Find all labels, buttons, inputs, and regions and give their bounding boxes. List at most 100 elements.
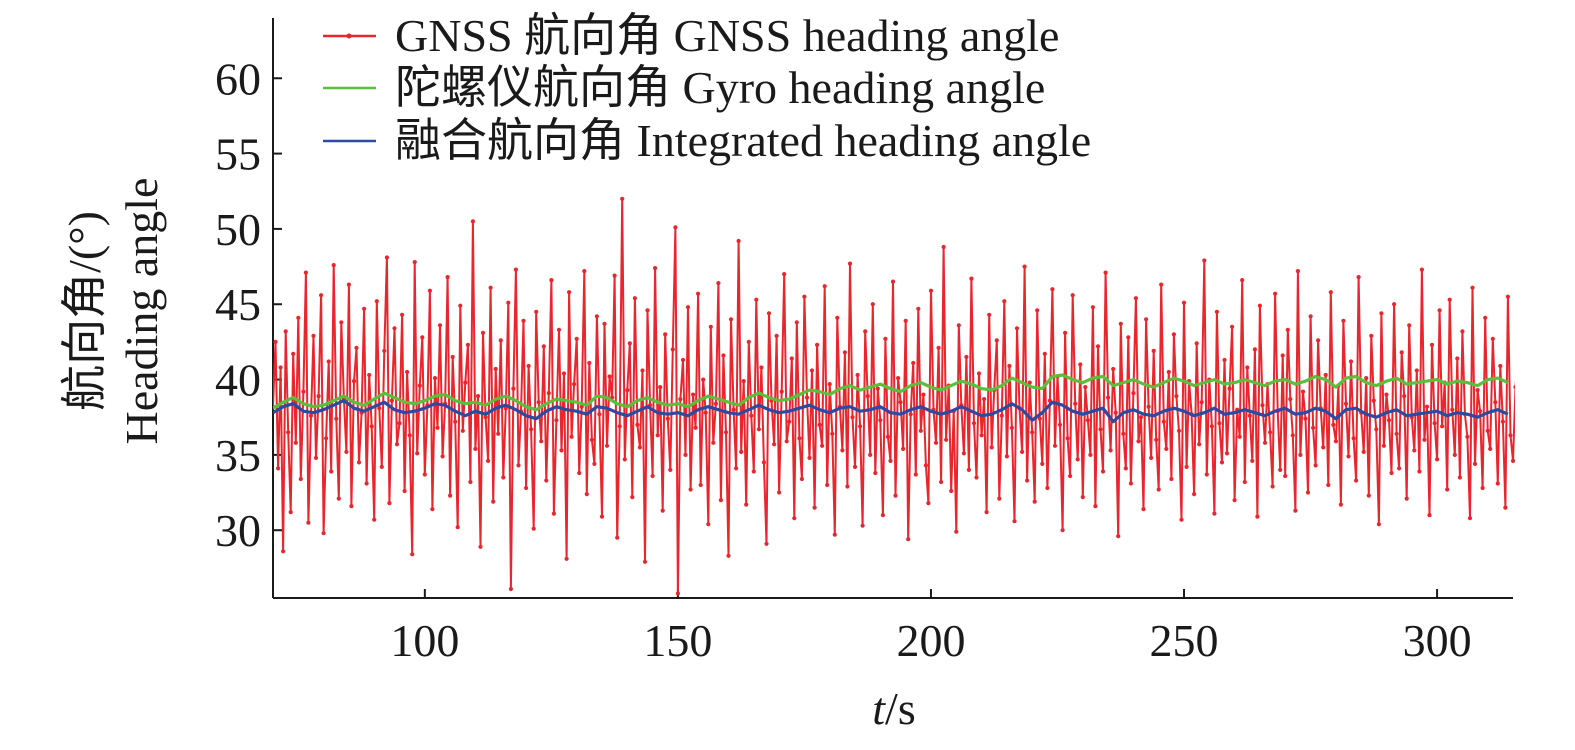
data-point: [351, 379, 357, 384]
data-point: [455, 525, 460, 530]
data-point: [976, 371, 982, 376]
data-point: [1025, 478, 1030, 483]
data-point: [1052, 443, 1058, 448]
data-point: [389, 398, 394, 403]
data-point: [1273, 291, 1278, 296]
data-point: [1452, 452, 1457, 457]
data-point: [313, 455, 319, 460]
data-point: [1424, 404, 1430, 409]
data-point: [1113, 410, 1118, 415]
data-point: [764, 541, 769, 546]
data-point: [822, 284, 827, 289]
data-point: [898, 400, 903, 405]
data-point: [1534, 417, 1538, 421]
data-point: [1133, 296, 1138, 301]
data-point: [531, 526, 536, 531]
data-point: [911, 360, 916, 366]
data-point: [1280, 353, 1285, 358]
data-point: [594, 314, 600, 319]
data-point: [496, 431, 501, 436]
data-point: [1083, 385, 1088, 390]
data-point: [602, 321, 607, 326]
data-point: [1328, 290, 1333, 295]
data-point: [749, 413, 754, 418]
data-point: [1488, 446, 1493, 451]
data-point: [916, 306, 921, 311]
x-tick-label: 150: [643, 615, 712, 666]
data-point: [1457, 475, 1462, 480]
data-point: [344, 449, 349, 454]
data-point: [1227, 386, 1232, 391]
data-point: [604, 443, 610, 448]
data-point: [1230, 324, 1235, 329]
data-point: [728, 317, 734, 322]
data-point: [777, 490, 782, 495]
data-point: [865, 394, 870, 399]
data-point: [954, 529, 959, 534]
legend-item-gyro: 陀螺仪航向角 Gyro heading angle: [323, 62, 1045, 113]
data-point: [1138, 415, 1144, 420]
data-point: [713, 401, 719, 406]
data-point: [1146, 404, 1151, 409]
data-point: [703, 410, 708, 415]
data-point: [561, 371, 567, 376]
data-point: [367, 372, 372, 378]
data-point: [772, 442, 777, 447]
data-point: [1531, 374, 1535, 378]
data-point: [1250, 458, 1255, 463]
data-point: [569, 434, 574, 439]
data-point: [1088, 452, 1093, 457]
x-axis-title-unit: /s: [885, 683, 916, 734]
data-point: [1123, 466, 1128, 471]
data-point: [286, 430, 291, 435]
data-point: [554, 418, 559, 423]
data-point: [1341, 318, 1346, 323]
data-point: [1204, 472, 1209, 477]
data-point: [640, 368, 645, 373]
data-point: [1136, 439, 1141, 444]
data-point: [1440, 424, 1445, 429]
legend-marker-gnss: [346, 33, 352, 39]
data-point: [1546, 495, 1550, 499]
data-point: [1161, 419, 1166, 424]
data-point: [1379, 311, 1384, 316]
data-point: [491, 499, 496, 504]
data-point: [832, 532, 837, 537]
data-point: [1417, 469, 1422, 474]
data-point: [420, 335, 425, 340]
data-point: [860, 523, 865, 528]
data-point: [850, 415, 855, 420]
tick-labels: 30 35 40 45 50 55 60 100 150 200 250 300: [215, 53, 1472, 666]
data-point: [1311, 425, 1316, 430]
data-point: [1422, 437, 1427, 442]
data-point: [756, 427, 762, 432]
data-point: [1392, 302, 1397, 307]
data-point: [1285, 327, 1290, 332]
data-point: [1126, 335, 1131, 340]
data-point: [1007, 363, 1012, 369]
data-point: [488, 285, 493, 290]
data-point: [1252, 347, 1257, 352]
data-point: [802, 294, 807, 299]
data-point: [1217, 421, 1222, 426]
data-point: [480, 330, 486, 335]
data-point: [893, 493, 898, 498]
data-point: [435, 425, 440, 430]
data-point: [1156, 487, 1161, 492]
data-point: [324, 436, 329, 441]
data-point: [979, 433, 984, 438]
data-point: [1500, 419, 1505, 424]
data-point: [1524, 213, 1528, 217]
data-point: [1384, 392, 1389, 397]
data-point: [883, 336, 888, 341]
data-point: [453, 419, 458, 424]
data-point: [321, 531, 326, 536]
data-point: [741, 379, 746, 384]
data-point: [1128, 481, 1133, 486]
data-point: [1240, 278, 1245, 283]
data-point: [1070, 293, 1075, 298]
data-point: [688, 487, 693, 492]
data-point: [870, 302, 875, 307]
data-point: [1245, 365, 1250, 370]
